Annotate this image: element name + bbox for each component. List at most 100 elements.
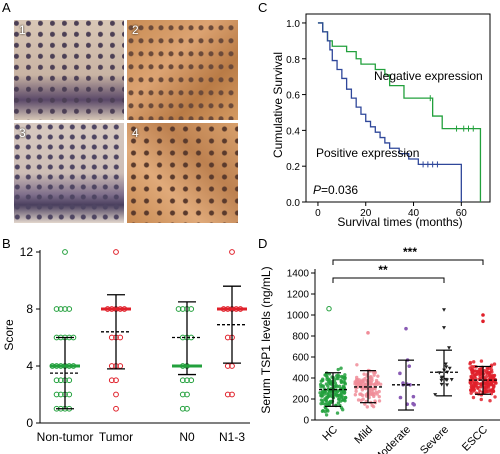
series-label-negative: Negative expression [374, 69, 483, 83]
d-point [474, 381, 478, 386]
d-point [470, 383, 474, 387]
c-xtick-label: 40 [408, 208, 420, 219]
d-point [324, 382, 329, 386]
d-point [489, 368, 494, 372]
b-point [224, 334, 231, 341]
chart-c: Cumulative Survival Survival times (mont… [271, 13, 491, 229]
d-significance-bracket [332, 259, 484, 265]
d-point [368, 382, 372, 386]
d-point [479, 397, 483, 402]
b-ytick-label: 8 [26, 302, 33, 316]
p-value-italic: P [313, 183, 321, 197]
d-point [473, 369, 477, 373]
d-point [407, 364, 412, 368]
d-point [411, 394, 416, 399]
b-point [117, 334, 124, 341]
d-point [439, 378, 444, 383]
d-point [377, 394, 381, 399]
d-point [321, 401, 325, 406]
d-point [343, 373, 347, 377]
d-point [339, 366, 343, 370]
chart-b-axes: 0 4 8 12 [20, 245, 250, 430]
significance-label-0: *** [403, 245, 417, 259]
series-label-positive: Positive expression [316, 146, 419, 160]
d-point [324, 398, 328, 402]
d-point [321, 408, 325, 413]
b-point [229, 249, 235, 255]
d-outlier [366, 331, 370, 335]
d-point [364, 394, 369, 398]
d-point [445, 383, 450, 387]
c-frame [305, 13, 491, 203]
d-point [327, 403, 332, 407]
d-point [482, 390, 487, 395]
d-outlier [442, 326, 446, 330]
b-point [179, 334, 186, 341]
d-point [484, 374, 489, 379]
micrograph-3-label: 3 [19, 126, 26, 140]
b-point [184, 391, 190, 398]
d-point [319, 398, 324, 402]
d-outlier [481, 313, 485, 317]
d-ytick-label: 600 [292, 353, 309, 364]
d-point [360, 393, 365, 398]
b-point [179, 306, 186, 312]
micrograph-1: 1 [14, 20, 124, 120]
d-point [376, 381, 381, 385]
d-point [340, 395, 344, 399]
b-point [57, 391, 64, 398]
d-point [487, 378, 491, 382]
d-point [371, 404, 376, 409]
c-xtick-label: 20 [360, 208, 372, 219]
c-series-0-line [317, 22, 482, 202]
d-point [365, 405, 369, 409]
d-ytick-label: 1400 [287, 269, 310, 280]
d-point [492, 362, 497, 366]
b-point [184, 377, 190, 384]
d-point [447, 346, 452, 350]
d-point [363, 382, 367, 386]
d-ytick-label: 1000 [287, 311, 310, 322]
d-point [398, 395, 403, 400]
d-point [324, 374, 329, 378]
d-point [476, 370, 480, 374]
significance-label-1: ** [378, 263, 388, 277]
d-point [335, 411, 340, 415]
b-point [179, 405, 186, 412]
d-point [357, 378, 361, 382]
d-ytick-label: 400 [292, 374, 309, 385]
d-point [334, 383, 338, 388]
d-point [362, 372, 366, 376]
d-point [337, 396, 342, 401]
b-point [62, 306, 68, 312]
d-point [355, 363, 359, 367]
b-point [224, 391, 231, 398]
chart-b-ylabel: Score [2, 319, 16, 351]
d-point [375, 392, 379, 396]
d-outlier [442, 308, 446, 312]
micrograph-2-label: 2 [132, 23, 139, 37]
d-point [443, 362, 448, 367]
chart-b: Score 0 4 8 12 Non-tumor Tumor N0 N1-3 [2, 245, 250, 444]
d-point [343, 395, 348, 400]
b-point [108, 334, 115, 341]
d-point [336, 367, 340, 372]
d-xtick-label: ESCC [460, 424, 490, 454]
d-ytick-label: 800 [292, 332, 309, 343]
d-point [483, 381, 487, 385]
d-point [489, 364, 493, 369]
d-point [335, 394, 339, 398]
b-point [66, 377, 73, 384]
c-ytick-label: 0.0 [286, 198, 300, 209]
micrograph-4-label: 4 [132, 126, 139, 140]
d-significance-bracket [332, 277, 445, 283]
d-point [468, 362, 472, 366]
d-point [370, 389, 374, 394]
chart-d-marks [318, 259, 498, 417]
d-point [341, 384, 345, 388]
chart-b-marks [49, 249, 247, 412]
b-point [53, 377, 60, 384]
b-point [179, 377, 186, 384]
d-point [444, 365, 449, 369]
